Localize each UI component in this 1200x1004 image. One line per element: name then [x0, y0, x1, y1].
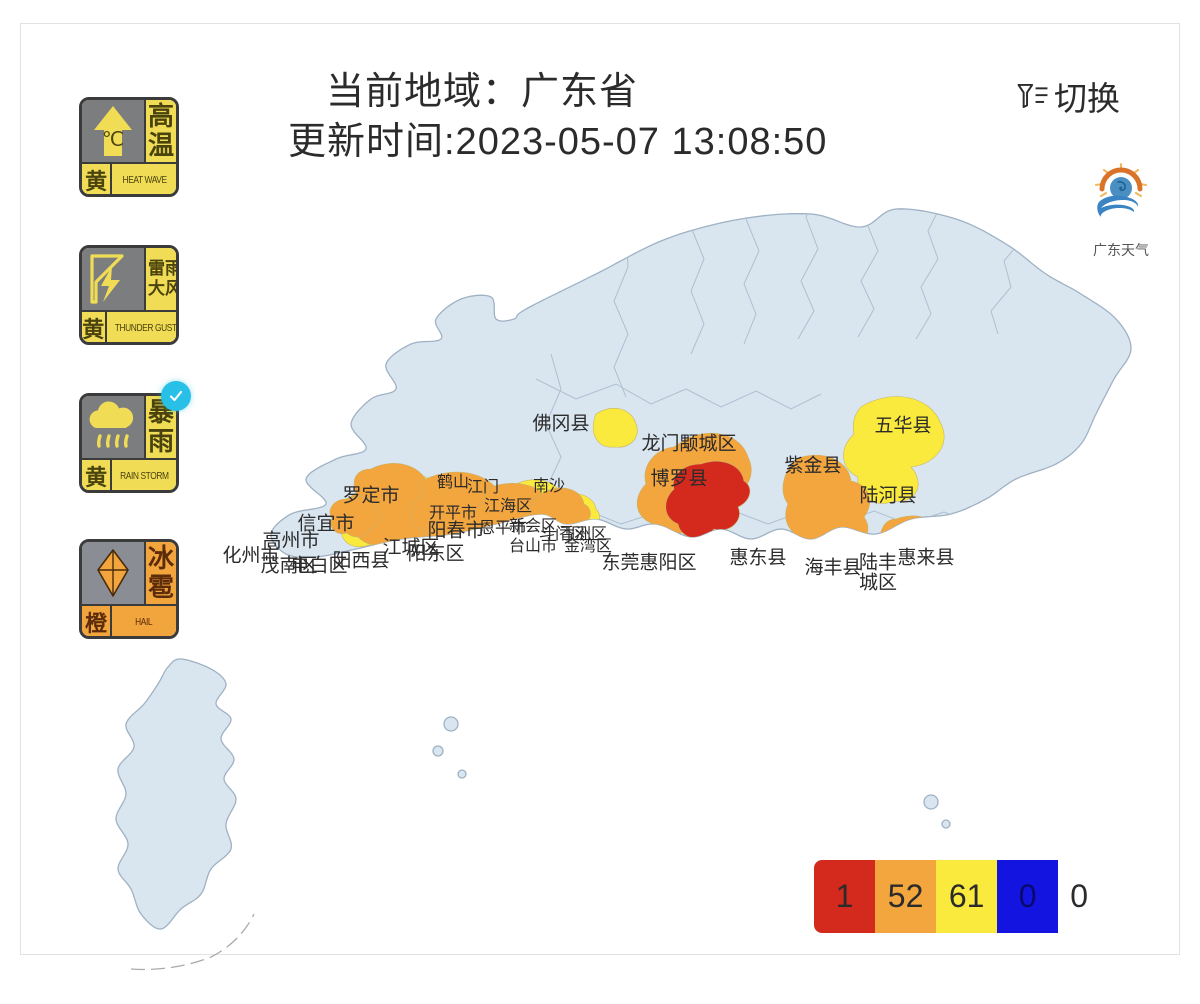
- svg-text:℃: ℃: [102, 129, 124, 151]
